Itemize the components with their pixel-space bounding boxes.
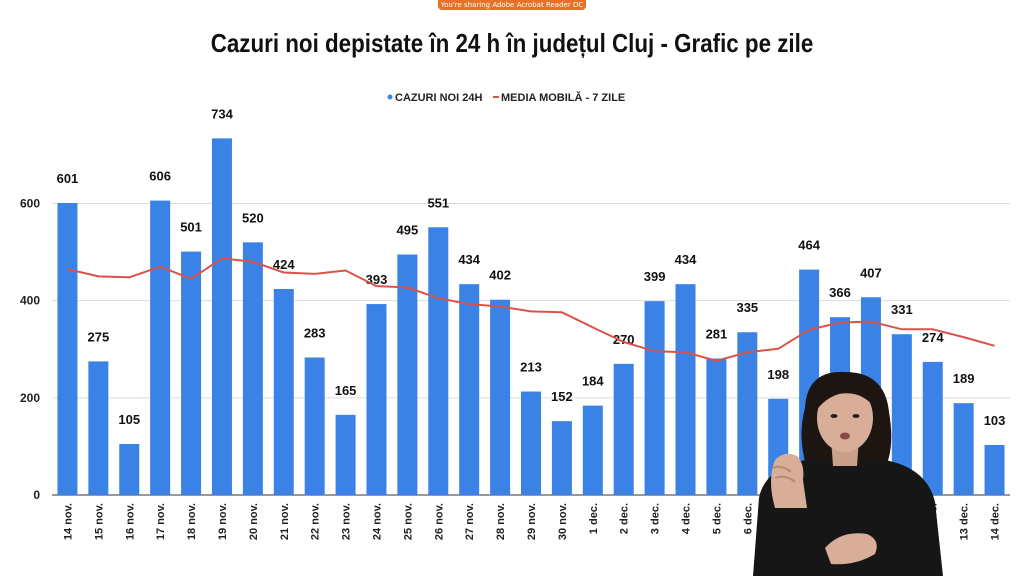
- chart-title: Cazuri noi depistate în 24 h în județul …: [210, 28, 814, 58]
- x-tick-label: 23 nov.: [341, 503, 353, 540]
- data-label: 152: [551, 389, 573, 404]
- x-tick-label: 13 dec.: [959, 503, 971, 540]
- data-label: 402: [489, 268, 511, 283]
- data-label: 165: [335, 383, 357, 398]
- x-tick-label: 14 dec.: [990, 503, 1002, 540]
- data-label: 281: [706, 326, 728, 341]
- x-tick-label: 26 nov.: [433, 503, 445, 540]
- data-label: 501: [180, 220, 202, 235]
- x-tick-label: 25 nov.: [402, 503, 414, 540]
- bar: [706, 358, 727, 495]
- data-label: 734: [211, 106, 233, 121]
- bar: [335, 414, 356, 495]
- legend-bar-marker: [387, 94, 393, 100]
- bar: [304, 357, 325, 495]
- data-label: 213: [520, 360, 542, 375]
- bar: [922, 361, 943, 495]
- x-tick-label: 21 nov.: [279, 503, 291, 540]
- data-label: 399: [644, 269, 666, 284]
- bar: [242, 242, 263, 495]
- data-label: 335: [736, 300, 758, 315]
- bar: [397, 254, 418, 495]
- bar: [211, 138, 232, 496]
- bar: [181, 251, 202, 495]
- bar: [737, 332, 758, 495]
- data-label: 105: [118, 412, 140, 427]
- bar: [644, 301, 665, 495]
- bar: [150, 200, 171, 495]
- bar: [57, 203, 78, 495]
- x-tick-label: 17 nov.: [155, 503, 167, 540]
- x-tick-label: 1 dec.: [588, 503, 600, 534]
- bar: [582, 405, 603, 495]
- y-tick-label: 600: [20, 197, 40, 211]
- x-tick-label: 29 nov.: [526, 503, 538, 540]
- data-label: 366: [829, 285, 851, 300]
- bar: [953, 403, 974, 495]
- x-tick-label: 5 dec.: [711, 503, 723, 534]
- sharing-banner[interactable]: You're sharing Adobe Acrobat Reader DC: [438, 0, 586, 10]
- y-tick-label: 200: [20, 391, 40, 405]
- data-label: 434: [458, 252, 480, 267]
- bar: [551, 421, 572, 495]
- x-tick-label: 20 nov.: [248, 503, 260, 540]
- bar: [675, 284, 696, 495]
- data-label: 464: [798, 238, 820, 253]
- x-tick-label: 19 nov.: [217, 503, 229, 540]
- bar: [119, 443, 140, 495]
- data-label: 393: [366, 272, 388, 287]
- x-tick-label: 3 dec.: [650, 503, 662, 534]
- y-tick-label: 400: [20, 294, 40, 308]
- data-label: 407: [860, 265, 882, 280]
- data-label: 601: [57, 171, 79, 186]
- data-label: 434: [675, 252, 697, 267]
- data-label: 103: [984, 413, 1006, 428]
- data-label: 198: [767, 367, 789, 382]
- x-tick-label: 15 nov.: [93, 503, 105, 540]
- x-tick-label: 24 nov.: [371, 503, 383, 540]
- data-label: 551: [427, 195, 449, 210]
- x-tick-label: 28 nov.: [495, 503, 507, 540]
- x-tick-label: 22 nov.: [310, 503, 322, 540]
- x-tick-label: 2 dec.: [619, 503, 631, 534]
- legend-bar-label: CAZURI NOI 24H: [395, 92, 482, 104]
- bar: [366, 304, 387, 495]
- moving-average-line: [67, 257, 995, 362]
- x-tick-label: 16 nov.: [124, 503, 136, 540]
- data-label: 283: [304, 326, 326, 341]
- data-label: 275: [88, 329, 110, 344]
- bar: [891, 334, 912, 495]
- data-label: 606: [149, 169, 171, 184]
- bar: [459, 284, 480, 495]
- x-tick-label: 14 nov.: [62, 503, 74, 540]
- data-label: 184: [582, 374, 604, 389]
- bar: [428, 227, 449, 495]
- legend-line-label: MEDIA MOBILĂ - 7 ZILE: [501, 91, 625, 104]
- sign-language-interpreter-icon: [745, 368, 945, 576]
- x-tick-label: 4 dec.: [681, 503, 693, 534]
- x-tick-label: 30 nov.: [557, 503, 569, 540]
- data-label: 331: [891, 302, 913, 317]
- bar: [490, 299, 511, 495]
- bar: [984, 444, 1005, 495]
- data-label: 520: [242, 210, 264, 225]
- bar: [88, 361, 109, 495]
- bar: [521, 391, 541, 495]
- data-label: 495: [397, 223, 419, 238]
- x-tick-label: 27 nov.: [464, 503, 476, 540]
- data-label: 189: [953, 371, 975, 386]
- data-label: 424: [273, 257, 295, 272]
- y-tick-label: 0: [33, 488, 40, 502]
- x-tick-label: 18 nov.: [186, 503, 198, 540]
- x-tick-label: 6 dec.: [742, 503, 754, 534]
- data-label: 274: [922, 330, 944, 345]
- bar: [273, 289, 294, 495]
- bar: [613, 363, 634, 495]
